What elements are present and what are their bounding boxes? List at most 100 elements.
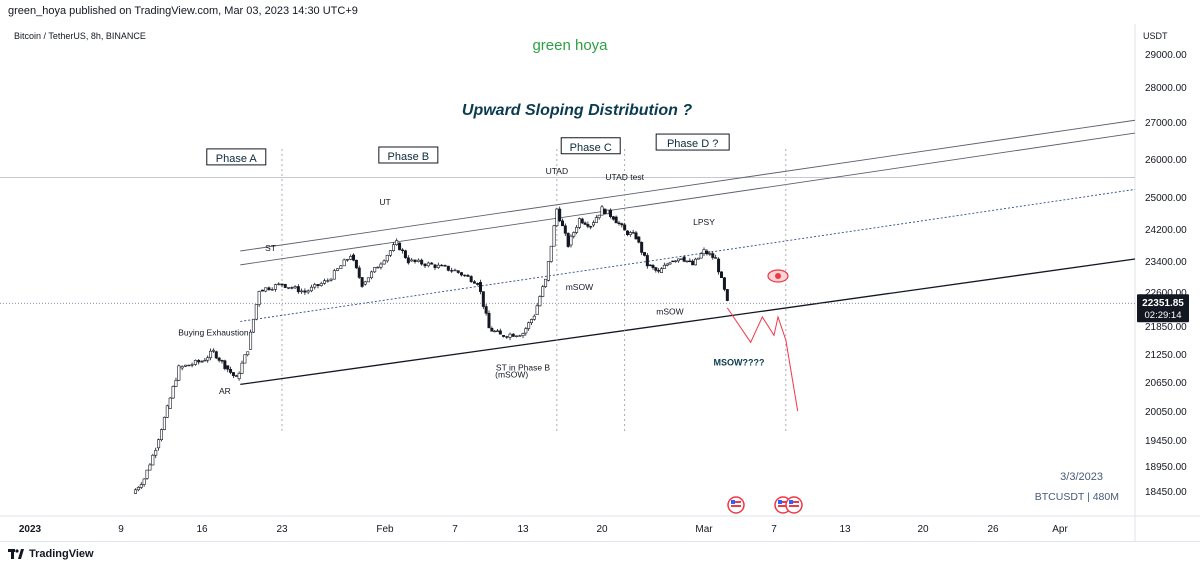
price-chart[interactable]: USDT 29000.00 28000.00 27000.00 26000.00 2500… [0, 24, 1200, 541]
candle-body [300, 290, 304, 293]
candle-body [231, 372, 235, 376]
candle-body [546, 261, 550, 281]
candle-body [529, 319, 533, 324]
candle-body [572, 232, 576, 237]
candle-body [688, 260, 692, 263]
candle-body [708, 253, 712, 255]
us-event-flag-icon[interactable] [785, 496, 803, 514]
candle-body [498, 330, 502, 335]
phase-label: Phase C [570, 142, 612, 154]
time-tick-label: 2023 [19, 524, 42, 535]
mid-channel-line [240, 188, 1136, 322]
candle-body [264, 287, 268, 292]
candle-body [296, 286, 300, 293]
candle-body [303, 290, 307, 293]
time-tick-label: 7 [452, 524, 458, 535]
candle-body [693, 258, 697, 266]
candle-body [280, 283, 284, 286]
annotation-label: Buying Exhaustion [178, 327, 249, 337]
candle-body [382, 260, 386, 265]
candle-body [345, 259, 349, 261]
candle-body [446, 265, 450, 271]
overlay [727, 269, 803, 514]
candle-body [566, 232, 570, 247]
tradingview-logo[interactable]: TradingView [8, 548, 94, 560]
candle-body [277, 283, 281, 286]
current-price-value: 22351.85 [1142, 298, 1184, 309]
candle-body [495, 330, 499, 332]
candle-body [586, 224, 590, 227]
candle-body [423, 263, 427, 267]
candle-body [589, 226, 593, 228]
flag-stripe [731, 501, 741, 503]
candle-body [508, 333, 512, 338]
candle-body [430, 262, 434, 265]
candle-body [691, 260, 695, 266]
candle-body [592, 222, 596, 226]
price-tick-label: 21250.00 [1145, 350, 1187, 361]
candle-body [433, 264, 437, 268]
candle-body [267, 287, 271, 290]
annotation-label: ST in Phase B [496, 362, 551, 372]
candle-body [614, 216, 618, 224]
upper-channel-1-line [240, 119, 1136, 252]
candle-body [476, 283, 480, 285]
candle-body [620, 223, 624, 226]
candle-body [406, 257, 410, 264]
candle-body [214, 351, 218, 359]
candle-body [229, 368, 233, 373]
candle-body [254, 304, 258, 320]
candle-body [211, 349, 215, 352]
price-axis[interactable]: USDT 29000.00 28000.00 27000.00 26000.00 2500… [1137, 31, 1189, 498]
candle-body [484, 306, 488, 314]
price-tick-label: 22600.00 [1145, 288, 1187, 299]
time-tick-label: Apr [1052, 524, 1068, 535]
candle-body [283, 283, 287, 288]
candle-body [611, 216, 615, 220]
candle-body [316, 284, 320, 286]
candle-body [594, 217, 598, 223]
price-tick-label: 26000.00 [1145, 155, 1187, 166]
watermark-date: 3/3/2023 [1060, 471, 1103, 483]
candle-body [200, 360, 204, 363]
candle-body [354, 259, 358, 269]
eye-icon[interactable] [767, 269, 789, 283]
candle-body [696, 257, 700, 260]
candle-body [416, 259, 420, 262]
candle-body [456, 270, 460, 273]
candle-body [313, 284, 317, 288]
annotation-label: LPSY [693, 217, 715, 227]
candle-body [398, 242, 402, 251]
candle-body [376, 266, 380, 269]
candle-body [600, 206, 604, 216]
candle-body [209, 350, 213, 358]
candle-body [426, 262, 430, 267]
price-tick-label: 27000.00 [1145, 118, 1187, 129]
candle-body [469, 276, 473, 282]
candle-body [662, 264, 666, 270]
candle-body [651, 265, 655, 268]
time-axis[interactable]: 2023 9 16 23 Feb 7 13 20 Mar 7 13 20 26 Apr [19, 524, 1069, 535]
candle-body [463, 274, 467, 277]
candle-body [466, 274, 470, 277]
eye-icon-pupil [775, 273, 781, 279]
drawings [0, 119, 1136, 432]
candle-body [243, 354, 247, 364]
candle-body [631, 232, 635, 234]
candle-body [319, 283, 323, 286]
price-tick-label: 20050.00 [1145, 407, 1187, 418]
price-tick-label: 19450.00 [1145, 436, 1187, 447]
tradingview-brand: TradingView [29, 548, 94, 560]
candle-body [459, 272, 463, 276]
candle-body [366, 277, 370, 283]
candle-body [226, 365, 230, 370]
candle-body [160, 429, 164, 441]
lower-channel-line [240, 258, 1136, 386]
candle-body [674, 260, 678, 262]
candle-body [648, 264, 652, 266]
candle-body [521, 333, 525, 336]
time-tick-label: 20 [917, 524, 929, 535]
us-event-flag-icon[interactable] [727, 496, 745, 514]
candle-body [420, 259, 424, 265]
